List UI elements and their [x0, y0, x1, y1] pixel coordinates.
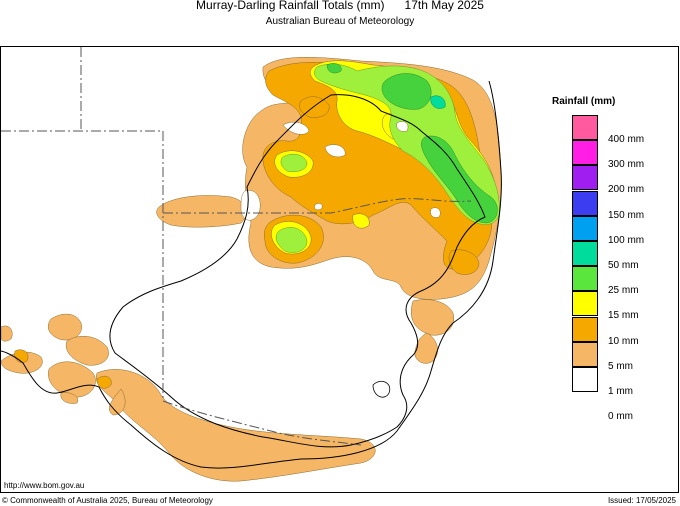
legend-swatch: [572, 241, 598, 266]
legend-label: 100 mm: [608, 234, 645, 246]
legend-swatch: [572, 215, 598, 241]
legend-swatch: [572, 291, 598, 317]
legend-label: 25 mm: [608, 285, 639, 297]
rain-50mm-layer: [430, 95, 446, 109]
legend-swatch: [572, 316, 598, 342]
legend-label: 0 mm: [608, 411, 633, 423]
legend-label: 10 mm: [608, 335, 639, 347]
coastline: [1, 80, 502, 469]
rainfall-map-graphic: [1, 47, 502, 482]
legend-swatch: [572, 115, 598, 140]
legend-swatch: [572, 165, 598, 191]
legend-label: 50 mm: [608, 260, 639, 271]
no-rain-patches: [240, 121, 441, 221]
legend-label: 400 mm: [608, 134, 645, 145]
legend-label: 1 mm: [608, 386, 633, 397]
legend-label: 150 mm: [608, 209, 645, 221]
lake-outline: [372, 380, 391, 398]
rainfall-map: [0, 46, 679, 493]
legend-swatch: [572, 140, 598, 166]
legend-title: Rainfall (mm): [552, 96, 616, 107]
map-subtitle: Australian Bureau of Meteorology: [265, 16, 415, 27]
legend-swatch: [572, 367, 598, 392]
map-title: Murray-Darling Rainfall Totals (mm) 17th…: [196, 0, 484, 12]
copyright-notice: © Commonwealth of Australia 2025, Bureau…: [2, 496, 213, 505]
legend-label: 300 mm: [608, 159, 645, 171]
legend-swatch: [572, 266, 598, 292]
website-url[interactable]: http://www.bom.gov.au: [4, 481, 85, 490]
legend-swatch: [572, 190, 598, 216]
legend-label: 200 mm: [608, 184, 645, 196]
basin-boundary: [109, 94, 486, 448]
issued-date: Issued: 17/05/2025: [607, 496, 676, 505]
state-borders: [1, 47, 472, 446]
legend-swatch: [572, 392, 598, 418]
legend-label: 15 mm: [608, 310, 639, 322]
legend-label: 5 mm: [608, 360, 633, 372]
rain-25mm-layer: [326, 63, 498, 224]
legend-swatch: [572, 341, 598, 367]
